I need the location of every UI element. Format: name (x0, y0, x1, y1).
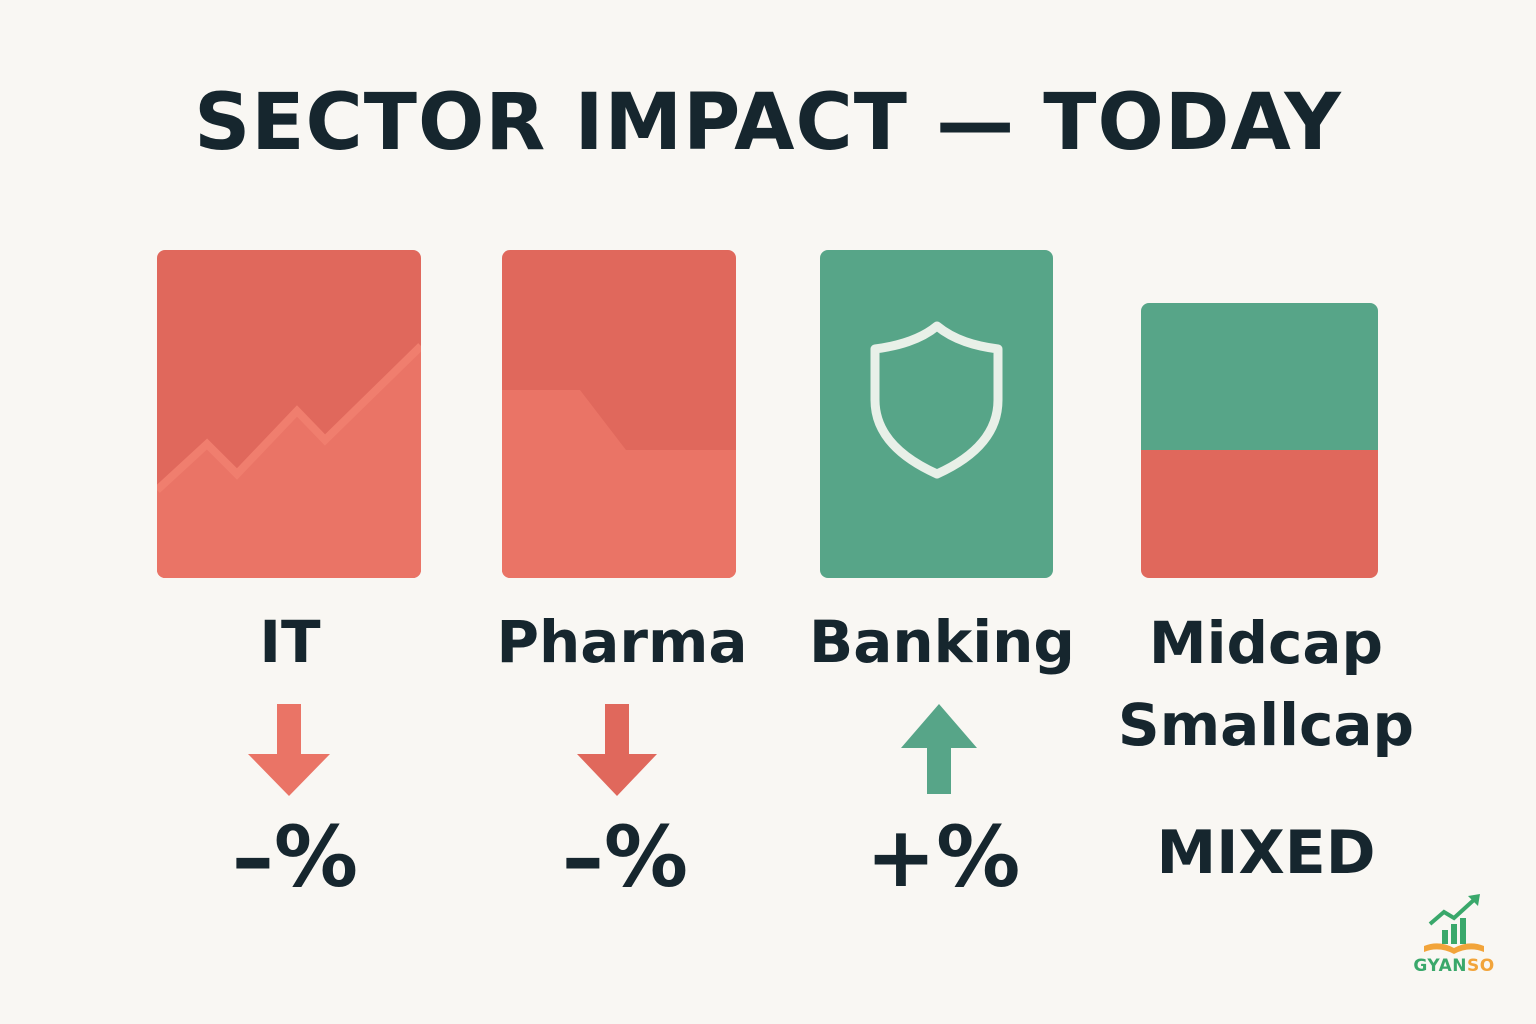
midcap-smallcap-sector-card (1141, 303, 1378, 578)
sector-label-midcap-smallcap: Midcap Smallcap (1106, 602, 1426, 766)
page-title: SECTOR IMPACT — TODAY (194, 78, 1342, 168)
it-sector-card (157, 250, 421, 578)
split-block-icon (1141, 303, 1378, 578)
logo-text-so: SO (1466, 956, 1495, 976)
pharma-sector-card (502, 250, 736, 578)
change-value-pharma: –% (561, 808, 689, 906)
sector-label-pharma: Pharma (496, 608, 748, 676)
line-chart-icon (157, 250, 421, 578)
sector-label-smallcap: Smallcap (1117, 691, 1415, 759)
shield-icon (870, 321, 1003, 479)
sector-label-banking: Banking (809, 608, 1075, 676)
change-value-it: –% (231, 808, 359, 906)
banking-sector-card (820, 250, 1053, 578)
change-value-midcap-smallcap: MIXED (1156, 818, 1376, 888)
step-down-chart-icon (502, 250, 736, 578)
logo-text: GYANSO (1404, 956, 1504, 976)
growth-book-logo-icon (1424, 894, 1484, 954)
logo-text-gyan: GYAN (1413, 956, 1467, 976)
down-arrow-icon (248, 704, 330, 796)
up-arrow-icon (901, 704, 977, 794)
sector-label-it: IT (259, 608, 321, 676)
sector-label-midcap: Midcap (1148, 609, 1384, 677)
change-value-banking: +% (865, 808, 1021, 906)
down-arrow-icon (577, 704, 657, 796)
